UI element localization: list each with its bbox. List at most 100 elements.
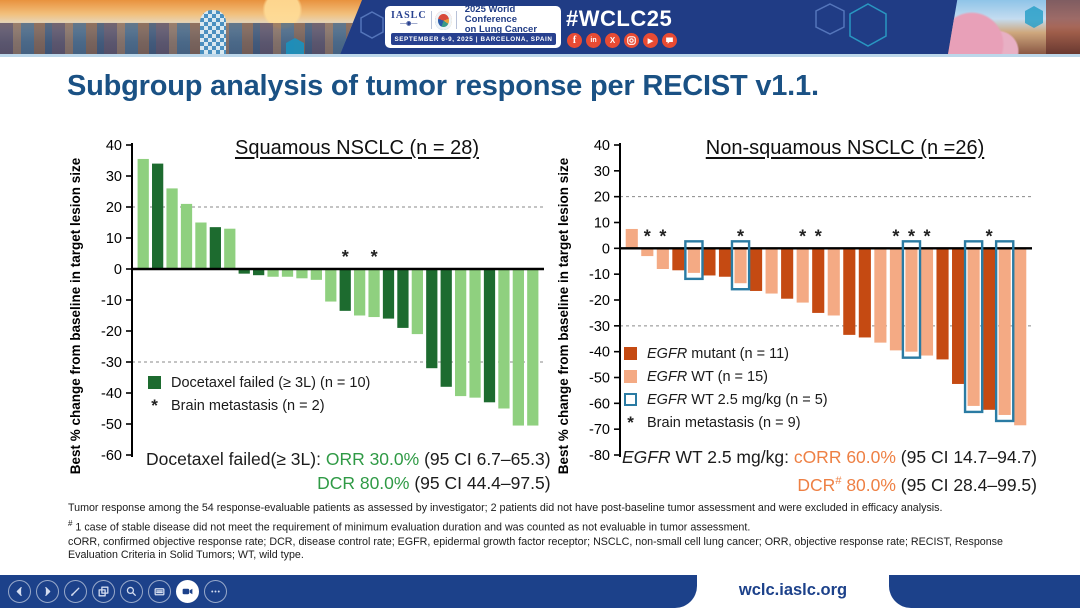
tick-label: 40	[106, 138, 122, 154]
tick-label: 30	[594, 164, 610, 180]
dose-outline-box	[901, 240, 922, 359]
tick-label: 0	[114, 262, 122, 278]
tick-label: -30	[589, 319, 610, 335]
tick-label: -70	[589, 422, 610, 438]
header-banner: IASLC —◉— 2025 World Conference on Lung C…	[0, 0, 1080, 54]
waterfall-bar	[874, 248, 887, 343]
legend-item: * Brain metastasis (n = 2)	[148, 394, 370, 417]
waterfall-plot: 40 30 20 10 0 -10 -20 -30 -40 -50 -60 * *	[101, 138, 544, 464]
waterfall-bar	[498, 269, 510, 409]
waterfall-bar	[440, 269, 452, 387]
response-summary: Docetaxel failed(≥ 3L): ORR 30.0% (95 CI…	[146, 447, 551, 495]
next-icon[interactable]	[36, 580, 59, 603]
brain-metastasis-asterisk: *	[644, 226, 651, 246]
waterfall-bar	[936, 248, 949, 360]
legend-item: EGFR WT (n = 15)	[624, 365, 828, 388]
tick-label: -60	[101, 448, 122, 464]
tick-label: -10	[101, 293, 122, 309]
camera-icon[interactable]	[176, 580, 199, 603]
waterfall-bar	[281, 269, 294, 277]
response-summary: EGFR WT 2.5 mg/kg: cORR 60.0% (95 CI 14.…	[622, 445, 1037, 497]
waterfall-bar	[397, 269, 409, 328]
waterfall-bar	[238, 269, 250, 274]
tick-label: -20	[101, 324, 122, 340]
slides-icon[interactable]	[92, 580, 115, 603]
waterfall-bar	[905, 248, 918, 352]
tick-label: -80	[589, 448, 610, 464]
conference-date-location: SEPTEMBER 6-9, 2025 | BARCELONA, SPAIN	[391, 33, 556, 45]
brain-metastasis-asterisk: *	[737, 226, 744, 246]
waterfall-bar	[858, 248, 871, 338]
waterfall-bar	[152, 163, 164, 269]
tick-label: 40	[594, 138, 610, 154]
conference-logo: IASLC —◉— 2025 World Conference on Lung C…	[385, 4, 561, 48]
chat-icon[interactable]	[662, 33, 677, 48]
tick-label: 20	[106, 200, 122, 216]
brain-metastasis-asterisk: *	[892, 226, 899, 246]
divider	[430, 11, 432, 29]
chart-legend: Docetaxel failed (≥ 3L) (n = 10) * Brain m…	[148, 371, 370, 417]
waterfall-bar	[368, 269, 380, 318]
legend-label: EGFR mutant (n = 11)	[647, 345, 789, 362]
facebook-icon[interactable]: f	[567, 33, 582, 48]
tick-label: 30	[106, 169, 122, 185]
chart-title: Non-squamous NSCLC (n =26)	[705, 137, 985, 159]
zoom-icon[interactable]	[120, 580, 143, 603]
waterfall-bar	[166, 188, 178, 269]
legend-item: Docetaxel failed (≥ 3L) (n = 10)	[148, 371, 370, 394]
x-icon[interactable]: X	[605, 33, 620, 48]
waterfall-bar	[812, 248, 825, 313]
waterfall-bar	[625, 228, 638, 249]
pen-icon[interactable]	[64, 580, 87, 603]
instagram-icon[interactable]	[624, 33, 639, 48]
legend-swatch-icon	[148, 376, 161, 389]
dose-outline-box	[730, 240, 751, 291]
conference-name: 2025 World Conference on Lung Cancer	[464, 4, 538, 35]
waterfall-bar	[253, 269, 265, 276]
youtube-icon[interactable]: ▶	[643, 33, 658, 48]
dose-outline-box	[963, 240, 984, 414]
header-divider	[0, 54, 1080, 57]
chart-legend: EGFR mutant (n = 11) EGFR WT (n = 15) EGFR…	[624, 342, 828, 434]
waterfall-bar	[411, 269, 423, 335]
tick-label: -40	[101, 386, 122, 402]
tick-label: -50	[589, 371, 610, 387]
waterfall-bar	[137, 158, 149, 269]
prev-icon[interactable]	[8, 580, 31, 603]
legend-label: Brain metastasis (n = 9)	[647, 414, 801, 431]
asterisk-icon: *	[151, 395, 158, 415]
waterfall-bar	[656, 248, 669, 269]
chart-title: Squamous NSCLC (n = 28)	[234, 137, 479, 159]
hashtag: #WCLC25	[566, 6, 673, 31]
waterfall-bar	[750, 248, 763, 291]
more-icon[interactable]	[204, 580, 227, 603]
waterfall-bar	[983, 248, 996, 410]
waterfall-bar	[267, 269, 279, 277]
legend-item: * Brain metastasis (n = 9)	[624, 411, 828, 434]
waterfall-bar	[382, 269, 395, 319]
legend-swatch-icon	[624, 370, 637, 383]
footnote-line: # 1 case of stable disease did not meet …	[68, 518, 751, 534]
waterfall-bar	[889, 248, 902, 351]
tick-label: -50	[101, 417, 122, 433]
linkedin-icon[interactable]: in	[586, 33, 601, 48]
waterfall-bar	[310, 269, 322, 280]
waterfall-bar	[952, 248, 965, 384]
waterfall-bar	[512, 269, 524, 426]
waterfall-bar	[827, 248, 840, 316]
legend-label: Docetaxel failed (≥ 3L) (n = 10)	[171, 374, 371, 391]
legend-label: EGFR WT (n = 15)	[647, 368, 768, 385]
waterfall-bar	[455, 269, 467, 397]
asterisk-icon: *	[627, 412, 634, 432]
notes-icon[interactable]	[148, 580, 171, 603]
tick-label: -10	[589, 267, 610, 283]
tick-label: 0	[602, 241, 610, 257]
tick-label: 20	[594, 190, 610, 206]
brain-metastasis-asterisk: *	[815, 226, 822, 246]
hexagon-decorations	[286, 3, 1043, 54]
summary-line: EGFR WT 2.5 mg/kg: cORR 60.0% (95 CI 14.…	[622, 447, 1037, 467]
viewer-toolbar-bar	[0, 575, 697, 608]
summary-line: DCR 80.0% (95 CI 44.4–97.5)	[317, 473, 551, 493]
